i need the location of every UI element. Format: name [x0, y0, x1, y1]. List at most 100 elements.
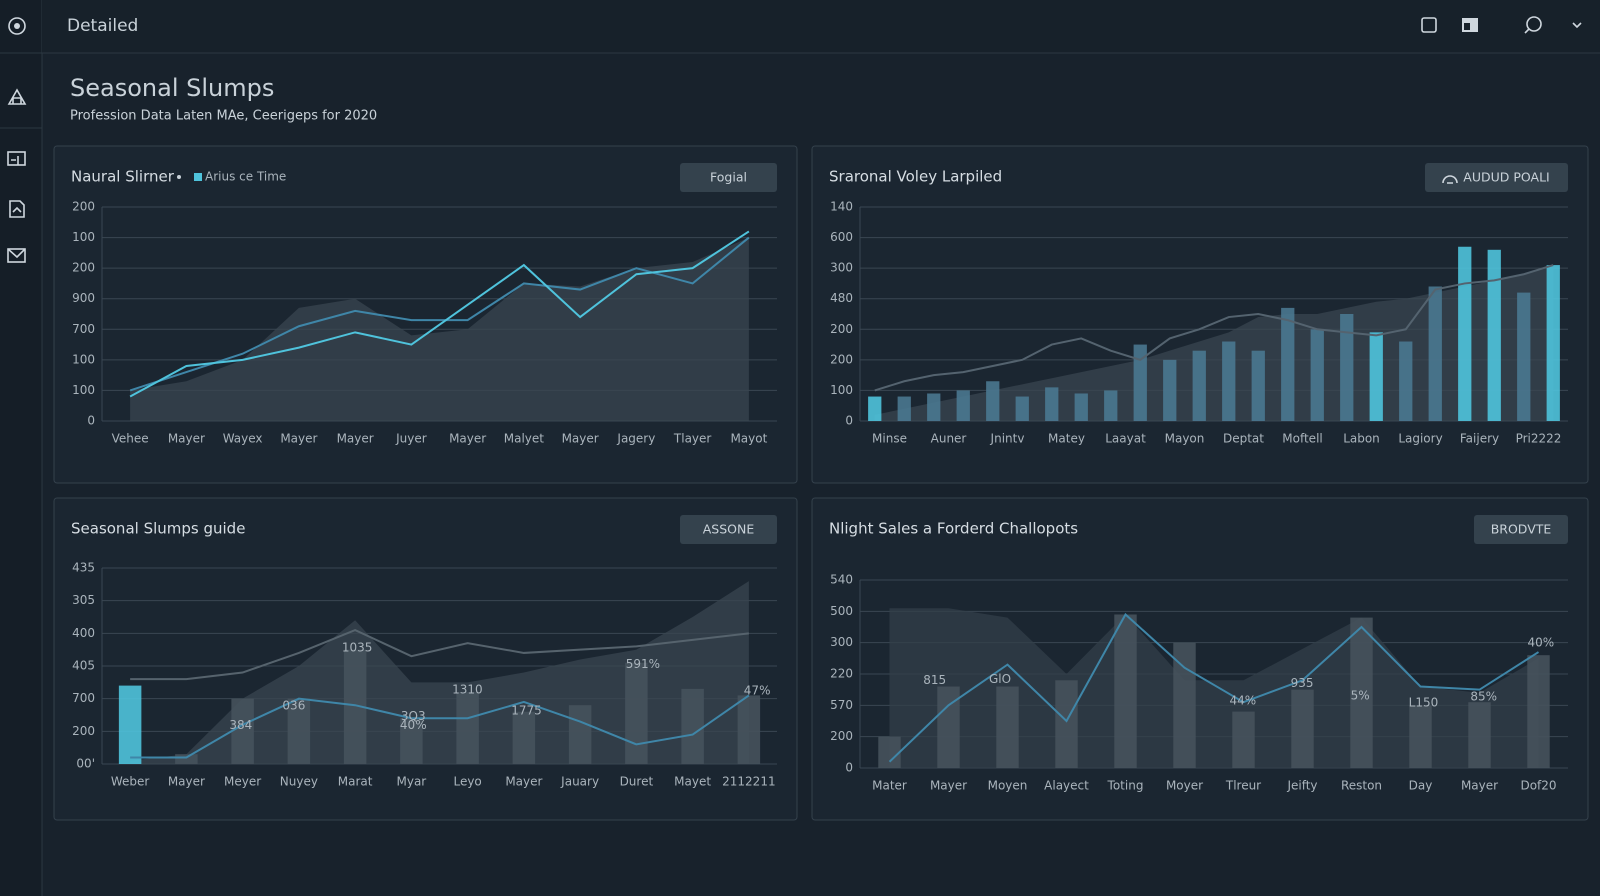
- nav-mail[interactable]: [7, 248, 26, 263]
- header-title: Detailed: [67, 16, 138, 36]
- y-tick-label: 220: [830, 667, 853, 681]
- x-tick-label: Day: [1409, 779, 1433, 793]
- line: [129, 230, 750, 398]
- bar: [996, 686, 1019, 768]
- header-search[interactable]: [1524, 16, 1542, 34]
- x-tick-label: Auner: [931, 432, 967, 446]
- legend-bullet: [177, 175, 181, 179]
- button-label: Fogial: [710, 170, 747, 185]
- header-calendar[interactable]: [1421, 17, 1437, 33]
- y-tick-label: 0: [845, 414, 853, 428]
- annotation: 384: [229, 718, 252, 732]
- bar: [1458, 246, 1472, 421]
- x-tick-label: Pri2222: [1516, 432, 1562, 446]
- bar: [1104, 390, 1118, 421]
- button-bg: [680, 163, 777, 192]
- y-tick-label: 405: [72, 659, 95, 673]
- x-tick-label: Mayer: [562, 432, 599, 446]
- sidebar: [0, 0, 42, 896]
- x-tick-label: Jeifty: [1286, 779, 1317, 793]
- bar: [956, 390, 970, 421]
- x-tick-label: Weber: [111, 775, 150, 789]
- bar: [1232, 711, 1255, 768]
- panel-button[interactable]: ASSONE: [680, 515, 777, 544]
- annotation: 815: [923, 673, 946, 687]
- panel-button[interactable]: BRODVTE: [1474, 515, 1568, 544]
- bar: [1173, 642, 1196, 768]
- y-tick-label: 540: [830, 573, 853, 587]
- x-tick-label: Mayer: [280, 432, 317, 446]
- x-tick-label: Duret: [620, 775, 654, 789]
- x-tick-label: Malyet: [504, 432, 545, 446]
- logo[interactable]: [8, 17, 26, 35]
- y-tick-label: 0: [845, 761, 853, 775]
- nav-reports[interactable]: [9, 200, 25, 218]
- bar: [1281, 307, 1295, 421]
- x-tick-label: Moyer: [1166, 779, 1203, 793]
- bar: [1045, 387, 1059, 421]
- button-bg: [680, 515, 777, 544]
- bar: [681, 688, 704, 764]
- annotation: 40%: [400, 718, 427, 732]
- nav-charts[interactable]: [7, 151, 26, 166]
- x-tick-label: Labon: [1343, 432, 1380, 446]
- bar: [512, 711, 536, 764]
- line: [888, 612, 1540, 763]
- line: [129, 236, 750, 392]
- x-tick-label: Marat: [338, 775, 373, 789]
- panel-title: Sraronal Voley Larpiled: [829, 168, 1002, 186]
- y-tick-label: 100: [72, 230, 95, 244]
- top-bar: [42, 0, 1600, 53]
- bar: [868, 396, 882, 421]
- x-tick-label: Mayer: [505, 775, 542, 789]
- x-tick-label: Mayer: [337, 432, 374, 446]
- y-tick-label: 700: [72, 691, 95, 705]
- annotation: 1775: [511, 704, 542, 718]
- bar: [937, 686, 960, 768]
- x-tick-label: Matey: [1048, 432, 1085, 446]
- y-tick-label: 00': [76, 757, 95, 771]
- bar: [1487, 249, 1501, 421]
- bar: [231, 698, 254, 764]
- bar: [737, 695, 761, 764]
- x-tick-label: Mayer: [449, 432, 486, 446]
- x-tick-label: Jnintv: [990, 432, 1025, 446]
- x-tick-label: Mayet: [674, 775, 711, 789]
- bar: [625, 662, 648, 764]
- bar: [568, 705, 592, 764]
- annotation: 85%: [1470, 689, 1497, 703]
- x-tick-label: Laayat: [1105, 432, 1146, 446]
- panel-button[interactable]: AUDUD POALI: [1425, 163, 1568, 192]
- bar: [1527, 655, 1550, 768]
- y-tick-label: 435: [72, 561, 95, 575]
- panel-title: Nlight Sales a Forderd Challopots: [829, 520, 1078, 538]
- x-tick-label: Minse: [872, 432, 907, 446]
- bar: [287, 698, 311, 764]
- bar: [1310, 329, 1324, 421]
- y-tick-label: 600: [830, 230, 853, 244]
- button-label: BRODVTE: [1491, 522, 1552, 537]
- y-tick-label: 200: [830, 322, 853, 336]
- bar: [1074, 393, 1088, 421]
- x-tick-label: Mayer: [930, 779, 967, 793]
- area: [130, 581, 749, 764]
- annotation: 44%: [1230, 694, 1257, 708]
- line: [130, 628, 749, 681]
- bar: [897, 396, 911, 421]
- bar: [1114, 614, 1137, 768]
- page-title: Seasonal Slumps: [70, 74, 274, 102]
- header-layout[interactable]: [1462, 18, 1478, 32]
- legend-swatch: [194, 173, 202, 181]
- y-tick-label: 300: [830, 261, 853, 275]
- bar: [1399, 341, 1413, 421]
- header-menu[interactable]: [1572, 22, 1582, 29]
- y-tick-label: 500: [830, 604, 853, 618]
- y-tick-label: 300: [830, 635, 853, 649]
- panel-title: Naural Slirner: [71, 168, 175, 186]
- nav-home[interactable]: [7, 88, 27, 105]
- annotation: 5%: [1351, 688, 1370, 702]
- y-tick-label: 200: [72, 261, 95, 275]
- x-tick-label: Toting: [1107, 779, 1144, 793]
- x-tick-label: 2112211: [722, 775, 775, 789]
- panel-button[interactable]: Fogial: [680, 163, 777, 192]
